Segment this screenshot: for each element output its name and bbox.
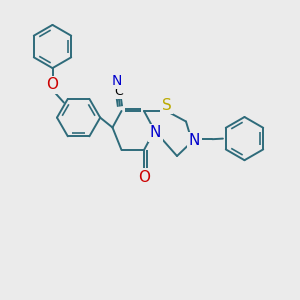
Text: N: N — [112, 74, 122, 88]
Text: C: C — [114, 85, 123, 98]
Text: N: N — [150, 125, 161, 140]
Text: O: O — [138, 169, 150, 184]
Text: N: N — [189, 133, 200, 148]
Text: O: O — [46, 77, 58, 92]
Text: S: S — [162, 98, 172, 112]
